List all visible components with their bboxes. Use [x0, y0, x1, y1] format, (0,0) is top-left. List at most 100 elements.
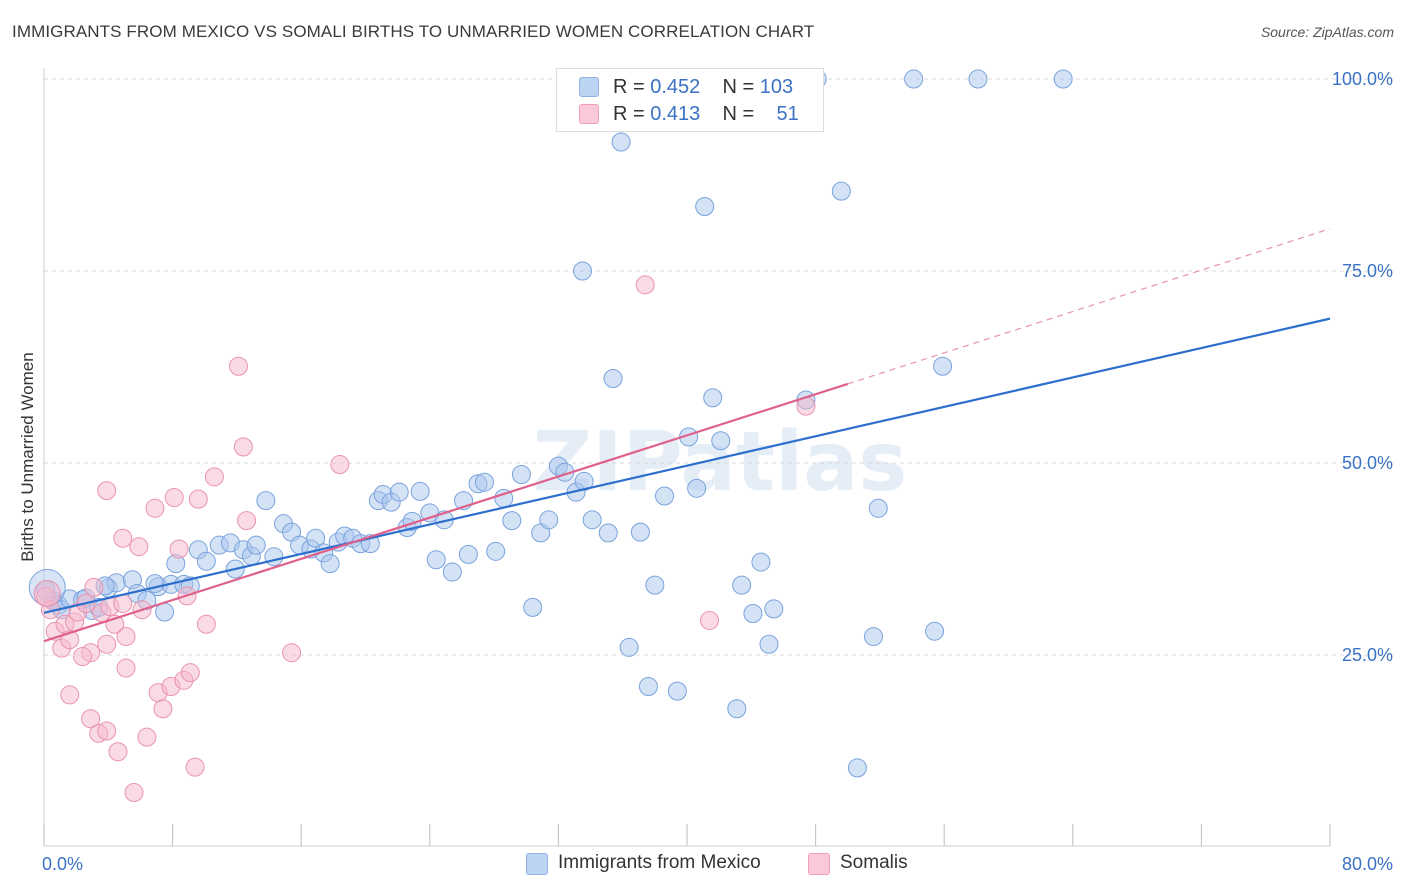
mexico-point-95	[925, 621, 945, 641]
mexico-point-35	[320, 554, 340, 574]
mexico-point-68	[598, 523, 618, 543]
somali-point-34	[185, 757, 205, 777]
mexico-point-60	[523, 597, 543, 617]
mexico-point-53	[458, 544, 478, 564]
mexico-point-83	[732, 575, 752, 595]
somali-point-43	[282, 643, 302, 663]
mexico-point-79	[695, 196, 715, 216]
mexico-point-62	[539, 510, 559, 530]
somali-point-23	[124, 782, 144, 802]
somali-point-46	[700, 610, 720, 630]
somali-point-10	[84, 577, 104, 597]
mexico-point-20	[196, 551, 216, 571]
mexico-point-69	[603, 369, 623, 389]
legend-swatch-mexico	[579, 77, 599, 97]
mexico-point-51	[442, 562, 462, 582]
somali-point-16	[60, 685, 80, 705]
y-tick-label-100: 100.0%	[1332, 69, 1393, 89]
mexico-point-78	[687, 478, 707, 498]
legend-swatch-somali	[579, 104, 599, 124]
legend-swatch-mexico-bottom	[526, 853, 548, 875]
mexico-point-96	[933, 356, 953, 376]
mexico-point-94	[904, 69, 924, 89]
somali-point-24	[129, 537, 149, 557]
mexico-point-84	[743, 604, 763, 624]
mexico-point-98	[1053, 69, 1073, 89]
somali-point-45	[635, 275, 655, 295]
mexico-point-49	[426, 550, 446, 570]
mexico-point-82	[727, 699, 747, 719]
mexico-point-81	[711, 431, 731, 451]
mexico-point-85	[751, 552, 771, 572]
somali-point-38	[97, 481, 117, 501]
somali-point-19	[97, 721, 117, 741]
series-somalis	[33, 275, 816, 802]
mexico-point-74	[645, 575, 665, 595]
somali-point-28	[153, 699, 173, 719]
series-legend: Immigrants from Mexico Somalis	[0, 850, 1406, 876]
somali-point-40	[229, 356, 249, 376]
somali-point-12	[97, 634, 117, 654]
legend-text-somali: R = 0.413 N = 51	[613, 103, 799, 125]
mexico-point-56	[486, 541, 506, 561]
mexico-point-67	[582, 510, 602, 530]
mexico-point-86	[759, 634, 779, 654]
mexico-point-76	[667, 681, 687, 701]
mexico-point-73	[638, 676, 658, 696]
y-tick-label-50: 50.0%	[1342, 453, 1393, 473]
mexico-point-80	[703, 388, 723, 408]
x-tick-label-min: 0.0%	[42, 854, 83, 874]
y-tick-label-25: 25.0%	[1342, 645, 1393, 665]
mexico-point-33	[306, 528, 326, 548]
somali-point-36	[196, 614, 216, 634]
trend-lines	[43, 228, 1331, 643]
legend-label-somali: Somalis	[840, 852, 908, 873]
mexico-point-27	[256, 491, 276, 511]
somali-point-30	[164, 488, 184, 508]
mexico-point-58	[502, 511, 522, 531]
somali-point-26	[145, 498, 165, 518]
somali-point-37	[204, 467, 224, 487]
tick-labels: 25.0% 50.0% 75.0% 100.0% 0.0% 80.0%	[42, 69, 1393, 874]
trend-line-mexico	[43, 317, 1331, 614]
mexico-point-26	[246, 535, 266, 555]
somali-point-48	[73, 647, 93, 667]
mexico-point-44	[389, 482, 409, 502]
legend-text-mexico: R = 0.452 N = 103	[613, 76, 794, 98]
somali-point-25	[137, 727, 157, 747]
mexico-point-92	[863, 627, 883, 647]
mexico-point-59	[511, 465, 531, 485]
mexico-point-90	[831, 181, 851, 201]
somali-point-31	[169, 539, 189, 559]
somali-point-39	[113, 528, 133, 548]
mexico-point-91	[847, 758, 867, 778]
mexico-point-71	[619, 637, 639, 657]
mexico-point-28	[264, 547, 284, 567]
axes	[43, 68, 1331, 847]
y-tick-label-75: 75.0%	[1342, 261, 1393, 281]
mexico-point-97	[968, 69, 988, 89]
mexico-point-93	[868, 498, 888, 518]
source-label: Source: ZipAtlas.com	[1260, 24, 1394, 40]
mexico-point-47	[410, 481, 430, 501]
somali-point-22	[116, 658, 136, 678]
somali-point-42	[237, 511, 257, 531]
trend-line-somali-extension	[847, 228, 1331, 385]
mexico-point-66	[574, 471, 594, 491]
mexico-point-72	[630, 522, 650, 542]
chart-title: IMMIGRANTS FROM MEXICO VS SOMALI BIRTHS …	[12, 22, 815, 41]
mexico-point-55	[474, 472, 494, 492]
somali-point-20	[108, 742, 128, 762]
somali-point-41	[233, 437, 253, 457]
somali-point-large	[33, 580, 61, 608]
somali-point-21	[116, 627, 136, 647]
somali-point-17	[81, 709, 101, 729]
somali-point-44	[330, 455, 350, 475]
mexico-point-87	[764, 599, 784, 619]
legend-label-mexico: Immigrants from Mexico	[558, 852, 761, 873]
somali-point-35	[188, 489, 208, 509]
mexico-point-99	[573, 261, 593, 281]
trend-line-somali	[43, 382, 849, 643]
mexico-point-75	[654, 486, 674, 506]
